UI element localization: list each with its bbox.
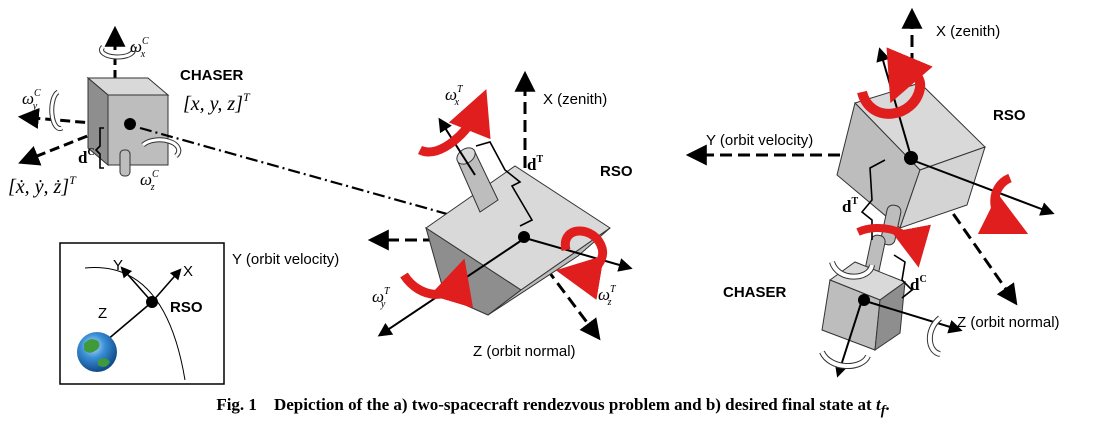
caption-suffix: .	[885, 395, 890, 414]
final-chaser-rot-x	[830, 261, 874, 279]
inset-z-label: Z	[98, 305, 107, 322]
chaser-cube-front	[107, 94, 169, 166]
omega-x-chaser-label: ωC x	[130, 36, 149, 60]
final-omega-x-arrow	[857, 47, 933, 119]
figure-canvas: ωC x ωC y ωC z dC CHASER [x, y, z]T [ẋ, ẏ, …	[8, 7, 1060, 385]
omega-tx-label: ωT x	[445, 84, 464, 108]
orbit-arc	[84, 267, 186, 381]
rso-body-x	[438, 117, 476, 176]
omega-tz-label: ωT z	[598, 284, 617, 308]
chaser-position-label: [x, y, z]T	[183, 90, 251, 115]
omega-z-target-arrow	[555, 226, 608, 300]
final-z-normal-label: Z (orbit normal)	[957, 314, 1060, 331]
final-d-target-label: dT	[842, 196, 858, 216]
final-chaser-rot-y	[820, 350, 870, 369]
orbit-inset	[59, 242, 225, 385]
inset-x-label: X	[183, 263, 193, 280]
z-normal-label-center: Z (orbit normal)	[473, 343, 576, 360]
inset-rso-point	[146, 296, 158, 308]
inset-y-axis	[120, 266, 153, 303]
rso-center	[367, 70, 633, 341]
final-chaser-body-y	[834, 299, 863, 378]
omega-y-chaser-label: ωC y	[22, 88, 41, 112]
x-zenith-label-center: X (zenith)	[543, 91, 607, 108]
caption-text: Depiction of the a) two-spacecraft rende…	[273, 395, 876, 414]
caption-prefix: Fig. 1	[216, 395, 257, 414]
final-omega-z-arrow	[977, 173, 1029, 235]
chaser-label: CHASER	[180, 67, 244, 84]
d-target-bracket	[475, 141, 534, 227]
rso-body-z	[524, 237, 633, 272]
final-rso-center	[904, 151, 918, 165]
omega-z-chaser-label: ωC z	[140, 169, 159, 193]
chaser-left	[17, 25, 182, 177]
earth-icon	[77, 332, 117, 372]
rso-center-point	[518, 231, 530, 243]
inset-rso-label: RSO	[170, 299, 203, 316]
chaser-probe	[119, 149, 131, 177]
rso-label-center: RSO	[600, 163, 633, 180]
final-chaser-side	[874, 280, 906, 352]
figure-caption: Fig. 1 Depiction of the a) two-spacecraf…	[0, 395, 1106, 419]
omega-x-target-arrow	[417, 89, 491, 157]
final-chaser-body-z	[861, 299, 963, 334]
caption-var: t	[875, 395, 881, 414]
final-d-target-bracket	[860, 159, 886, 240]
caption-var-sub: f	[880, 402, 886, 419]
inset-x-axis	[151, 268, 182, 303]
d-chaser-bracket	[94, 127, 104, 169]
final-chaser-rot-z	[927, 316, 942, 356]
final-rso-label: RSO	[993, 107, 1026, 124]
d-target-label: dT	[527, 154, 543, 174]
final-d-chaser-label: dC	[910, 274, 927, 294]
final-chaser-center	[858, 294, 870, 306]
inset-y-label: Y	[113, 257, 123, 274]
d-chaser-label: dC	[78, 147, 95, 167]
final-state	[685, 7, 1055, 378]
chaser-center	[124, 118, 136, 130]
final-y-velocity-label: Y (orbit velocity)	[706, 132, 813, 149]
final-x-zenith-label: X (zenith)	[936, 23, 1000, 40]
final-chaser-label: CHASER	[723, 284, 787, 301]
omega-y-target-arrow	[400, 258, 474, 309]
final-omega-chaser-arrow	[856, 224, 931, 268]
final-rso-side	[899, 146, 986, 229]
omega-ty-label: ωT y	[372, 286, 391, 310]
final-rso-body-x	[876, 47, 913, 161]
final-rso-body-z	[911, 159, 1055, 216]
y-velocity-label-center: Y (orbit velocity)	[232, 251, 339, 268]
chaser-velocity-label: [ẋ, ẏ, ż]T	[8, 173, 77, 198]
